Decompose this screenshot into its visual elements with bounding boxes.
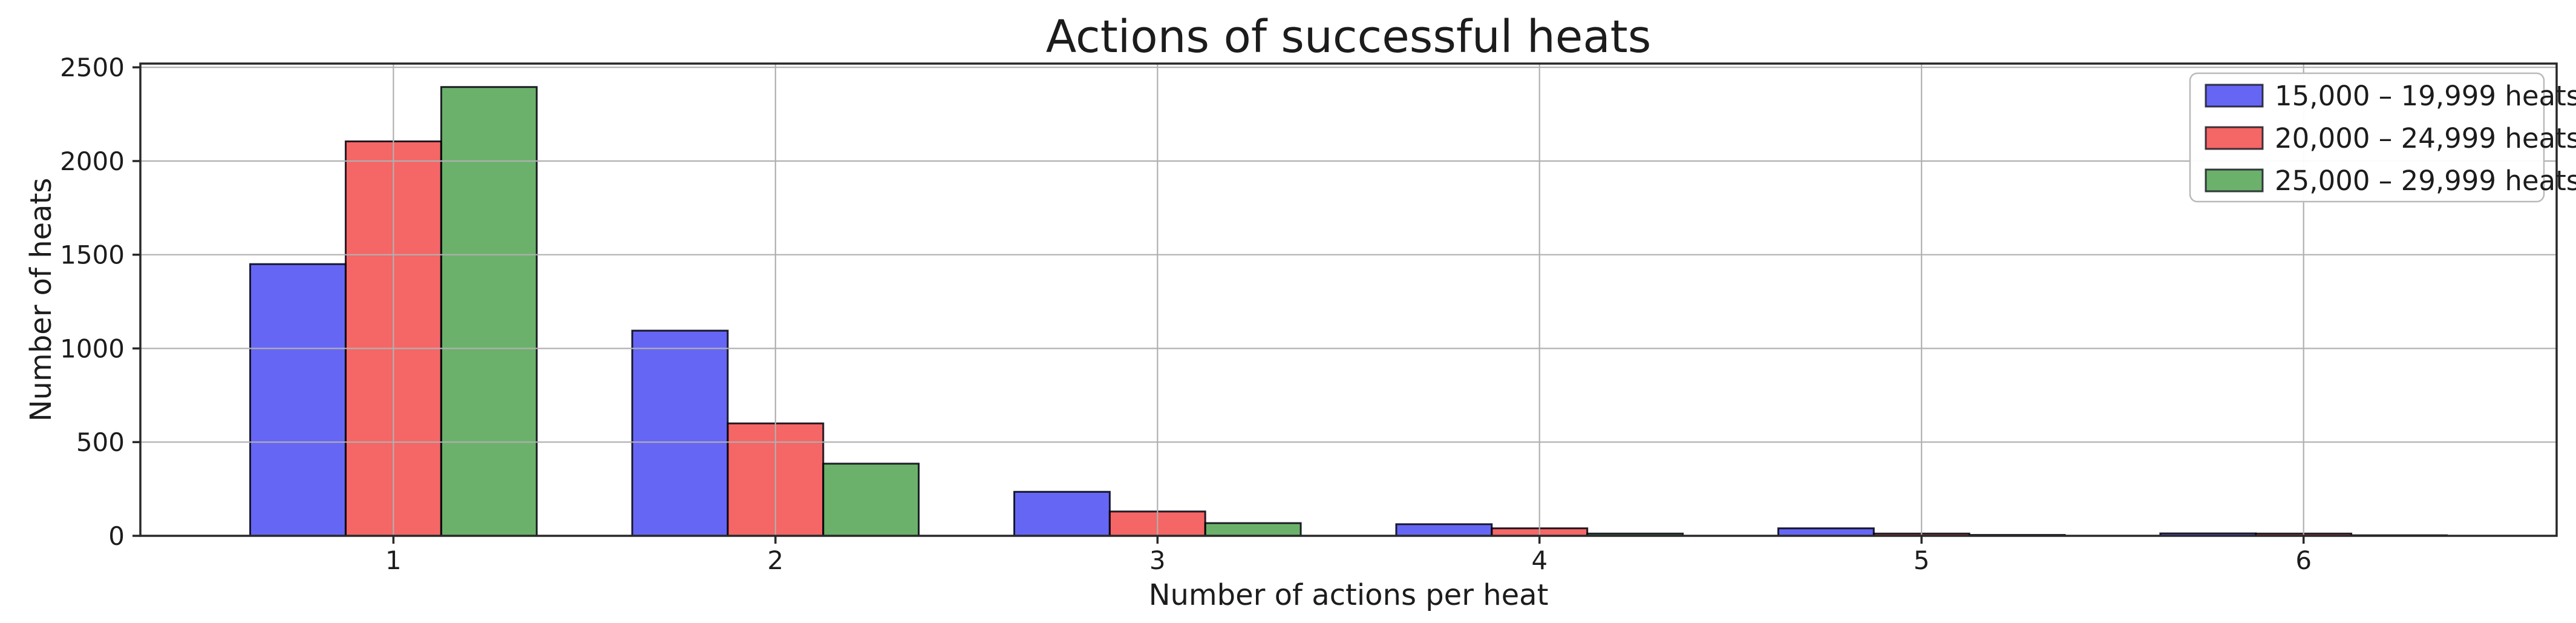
- bar: [440, 86, 538, 537]
- x-tick-label: 2: [767, 546, 783, 575]
- x-tick-label: 5: [1914, 546, 1930, 575]
- bar: [249, 263, 347, 537]
- y-tick-label: 1500: [60, 240, 125, 270]
- y-tick-label: 1000: [60, 334, 125, 364]
- y-tick-label: 0: [108, 521, 125, 551]
- x-tick-label: 3: [1149, 546, 1166, 575]
- legend-label: 15,000 – 19,999 heats: [2275, 80, 2576, 112]
- legend-swatch-blue: [2205, 84, 2264, 108]
- y-tick-label: 500: [76, 427, 125, 457]
- y-axis-label: Number of heats: [24, 178, 58, 422]
- legend-label: 25,000 – 29,999 heats: [2275, 165, 2576, 197]
- ticks-layer: 0 500 1000 1500 2000 2500 1 2 3 4 5 6: [60, 53, 2312, 575]
- bar: [1013, 490, 1111, 537]
- legend-item: 20,000 – 24,999 heats: [2205, 122, 2576, 154]
- bar: [1777, 527, 1875, 537]
- legend-label: 20,000 – 24,999 heats: [2275, 122, 2576, 154]
- x-tick-label: 4: [1531, 546, 1548, 575]
- legend-swatch-red: [2205, 126, 2264, 150]
- y-tick-label: 2500: [60, 53, 125, 82]
- bar: [631, 329, 729, 537]
- x-axis-label: Number of actions per heat: [1149, 578, 1549, 612]
- x-tick-label: 6: [2295, 546, 2312, 575]
- legend-box: [2189, 72, 2545, 203]
- legend-item: 25,000 – 29,999 heats: [2205, 165, 2576, 197]
- bar: [1204, 522, 1302, 537]
- y-tick-label: 2000: [60, 147, 125, 176]
- chart-title: Actions of successful heats: [1046, 11, 1652, 63]
- bar: [822, 463, 920, 537]
- legend-swatch-green: [2205, 168, 2264, 193]
- bars-layer: [249, 86, 2448, 537]
- legend-item: 15,000 – 19,999 heats: [2205, 80, 2576, 112]
- legend: 15,000 – 19,999 heats 20,000 – 24,999 he…: [2189, 72, 2576, 203]
- x-tick-label: 1: [385, 546, 402, 575]
- bar: [1395, 523, 1493, 537]
- plot-border: [139, 62, 2558, 537]
